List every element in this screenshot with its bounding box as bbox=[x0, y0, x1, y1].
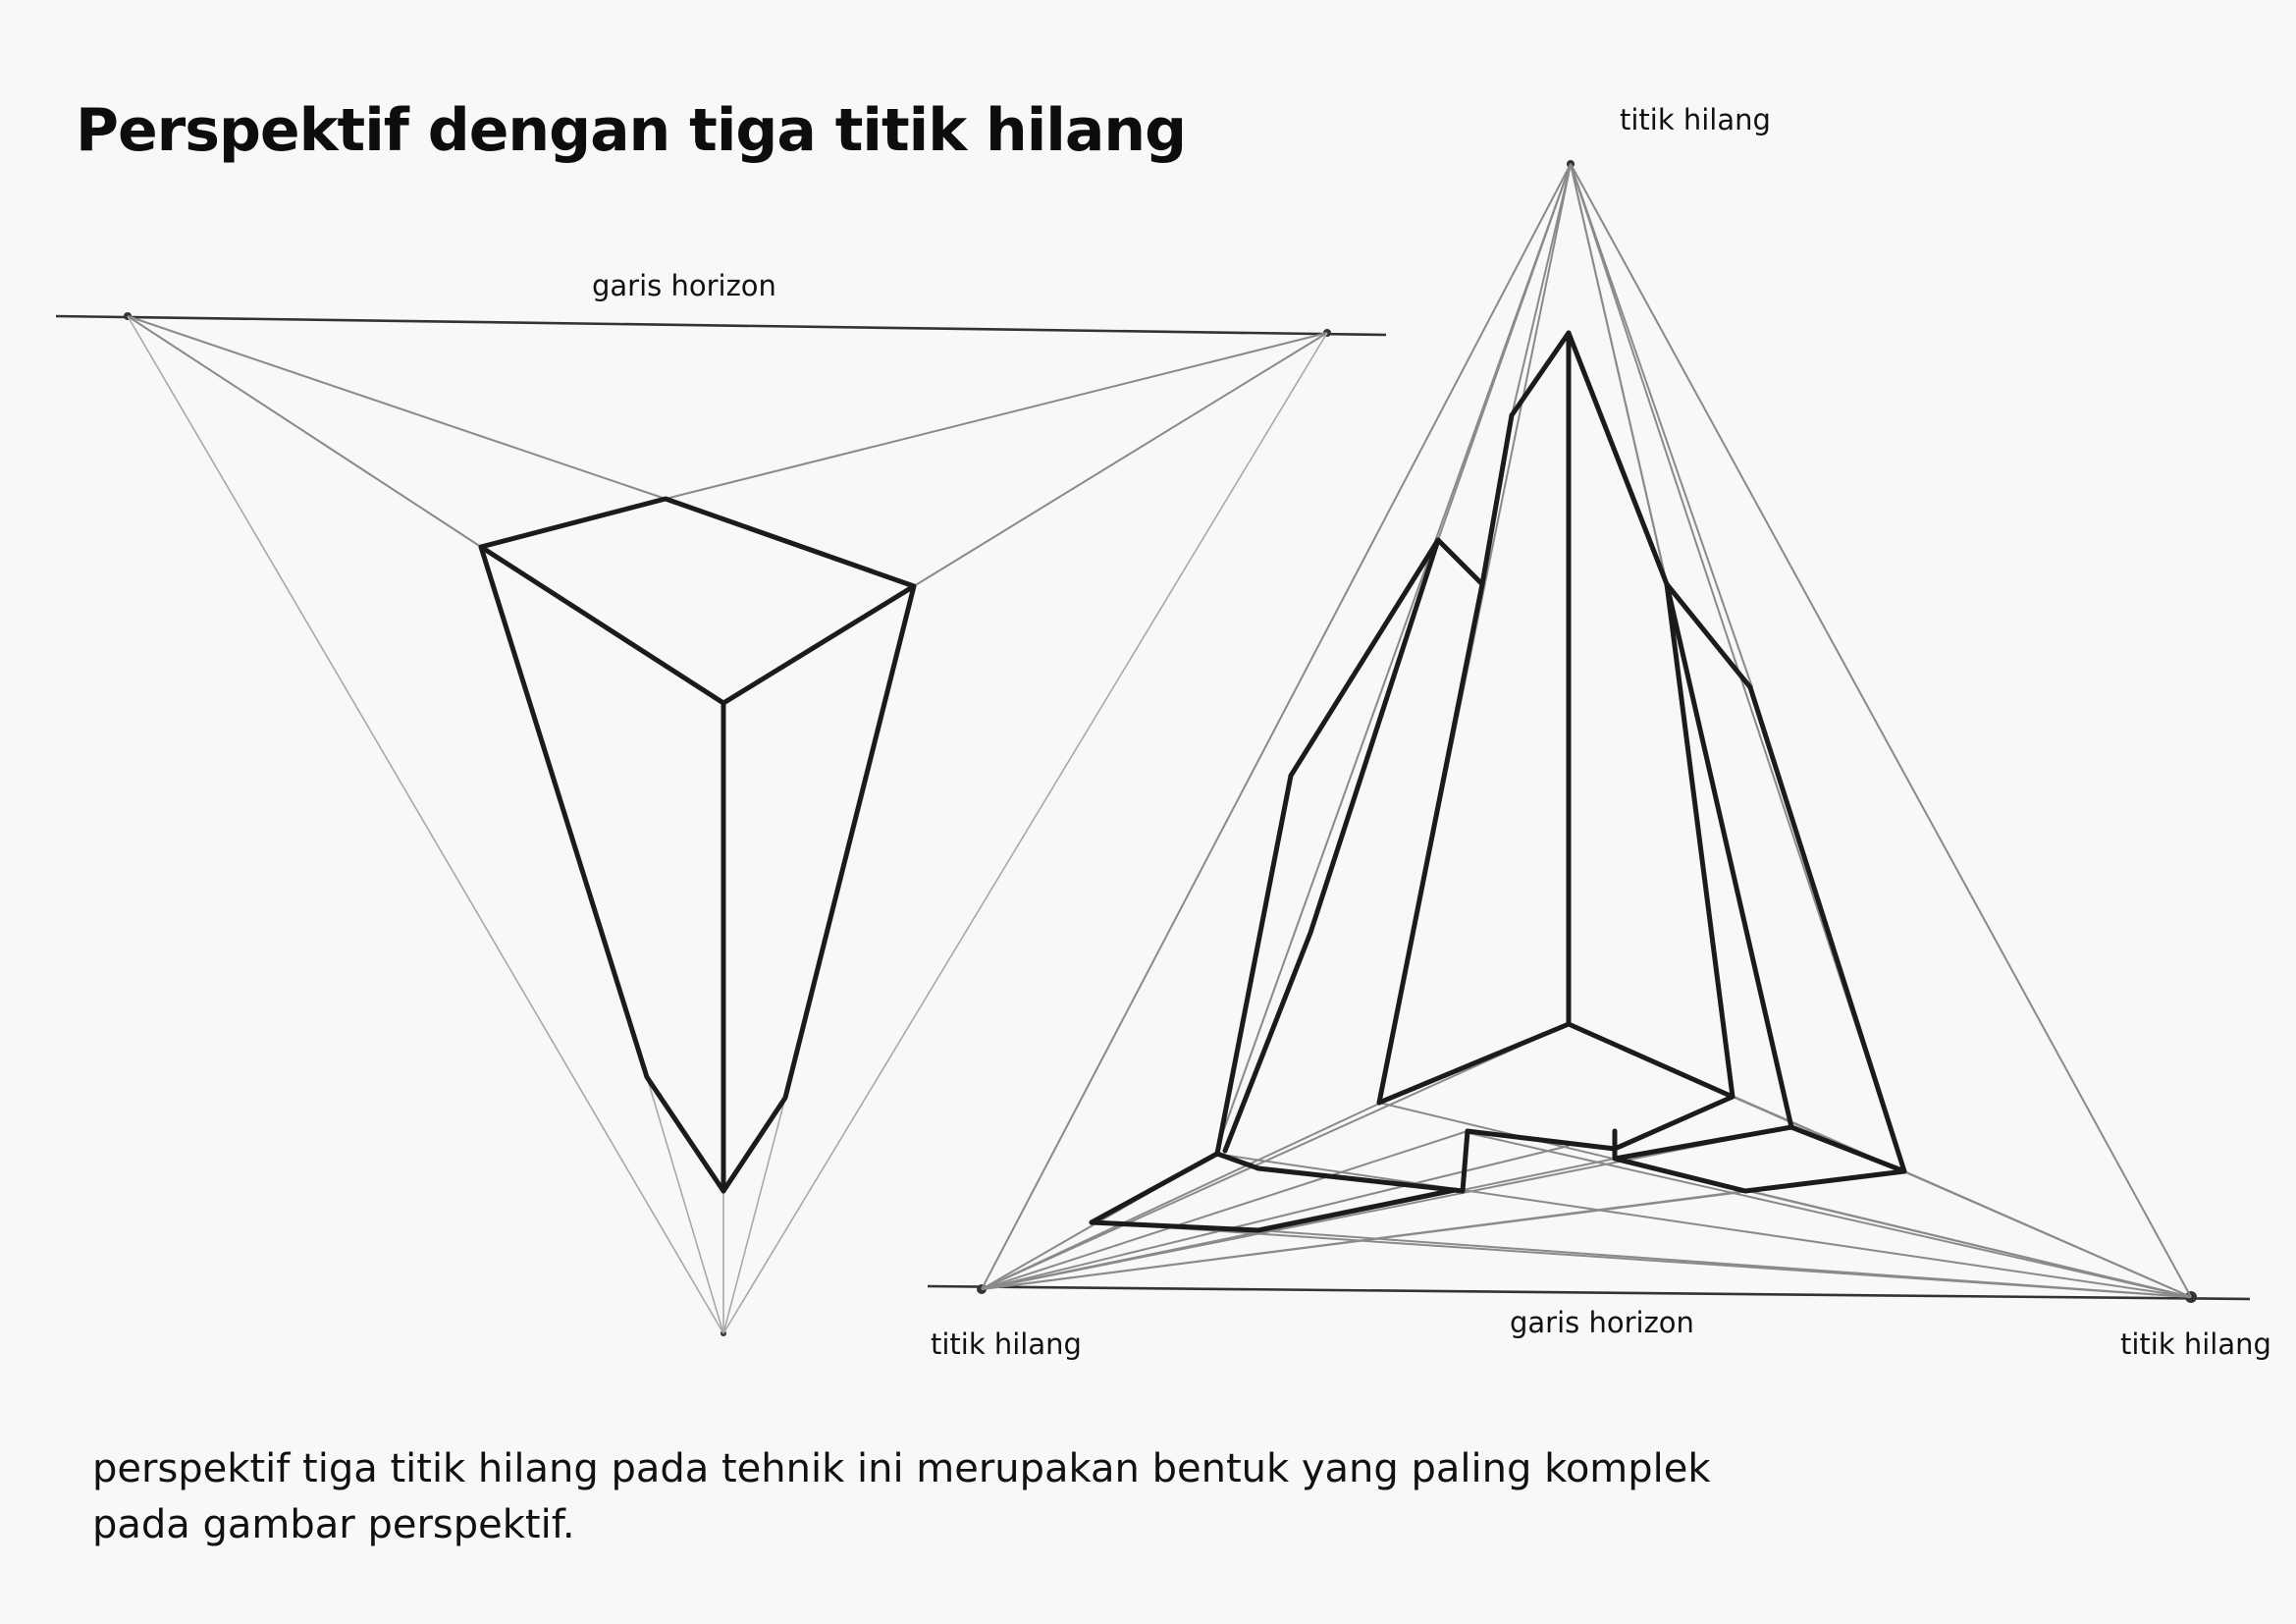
caption-text: perspektif tiga titik hilang pada tehnik… bbox=[92, 1441, 1859, 1553]
left-construction-lines bbox=[127, 315, 1328, 1334]
caption-line-1: perspektif tiga titik hilang pada tehnik… bbox=[92, 1446, 1711, 1491]
vanishing-point-label-bottom-right: titik hilang bbox=[2120, 1327, 2271, 1361]
horizon-line-label-bottom: garis horizon bbox=[1510, 1306, 1694, 1339]
right-perspective-figure bbox=[927, 160, 2251, 1303]
page-title: Perspektif dengan tiga titik hilang bbox=[76, 96, 1187, 165]
caption-line-2: pada gambar perspektif. bbox=[92, 1502, 575, 1547]
right-horizon-line bbox=[927, 1284, 2251, 1301]
left-horizon-line bbox=[55, 314, 1387, 337]
horizon-line-label-left: garis horizon bbox=[592, 269, 776, 302]
left-box-edges bbox=[478, 496, 917, 1194]
vanishing-point-label-top: titik hilang bbox=[1620, 103, 1771, 136]
right-building-edges bbox=[1089, 330, 1907, 1233]
vanishing-point-label-bottom-left: titik hilang bbox=[931, 1327, 1082, 1361]
left-perspective-figure bbox=[55, 312, 1387, 1336]
right-construction-lines bbox=[981, 163, 2192, 1298]
